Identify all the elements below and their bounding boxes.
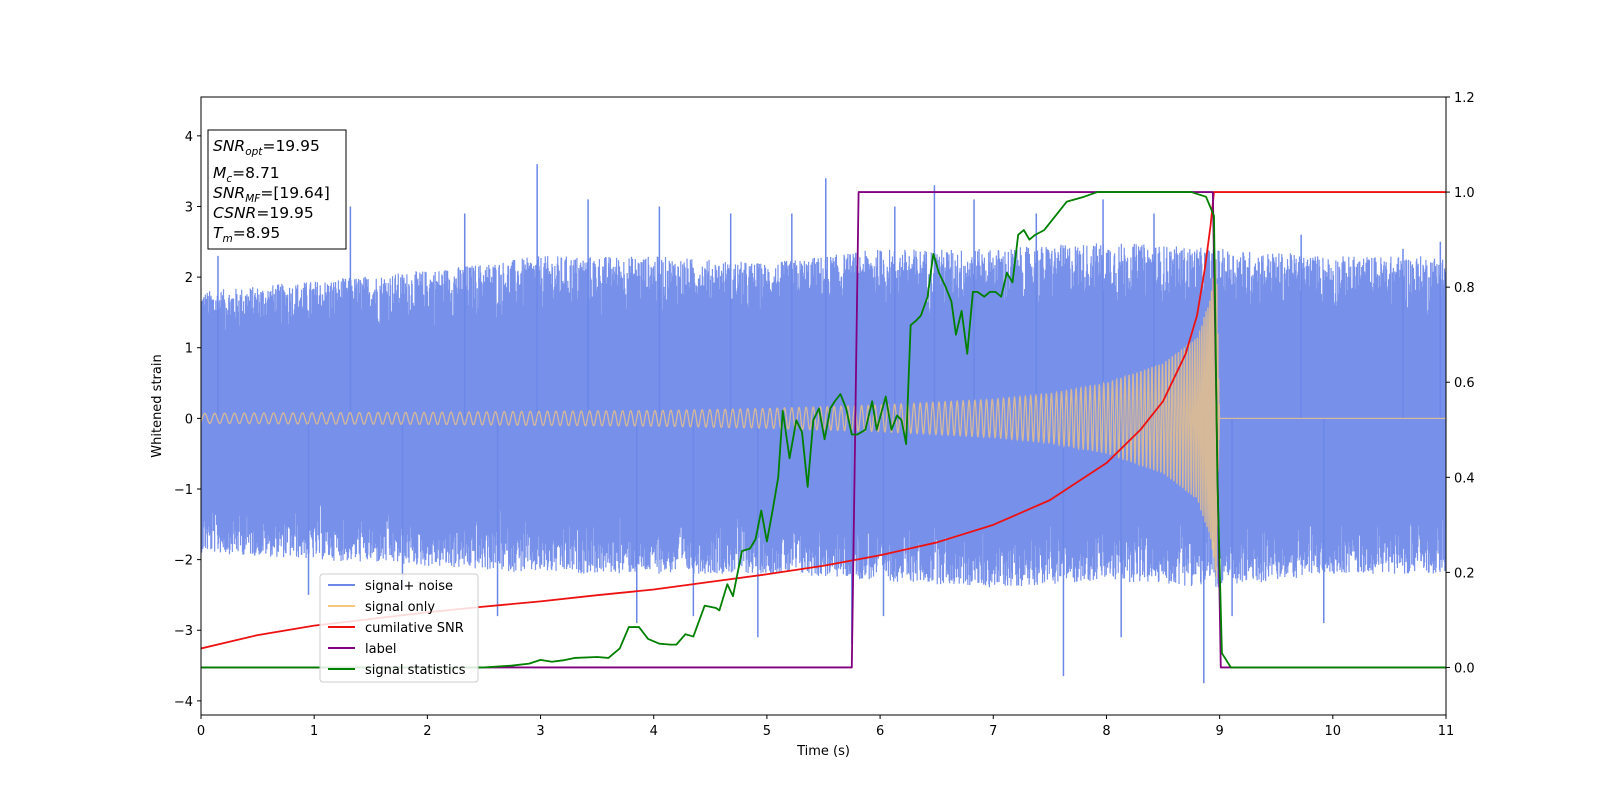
y-right-tick-label: 0.4: [1454, 471, 1475, 486]
info-snr-mf: SNRMF=[19.64]: [213, 184, 330, 205]
legend-label: signal only: [365, 600, 435, 615]
y-right-tick-label: 1.0: [1454, 186, 1475, 201]
x-tick-label: 6: [876, 724, 884, 739]
x-tick-label: 11: [1438, 724, 1455, 739]
y-tick-label: 1: [185, 342, 193, 357]
x-tick-label: 9: [1215, 724, 1223, 739]
x-tick-label: 3: [536, 724, 544, 739]
y-tick-label: 0: [185, 412, 193, 427]
legend-label: signal statistics: [365, 663, 466, 678]
legend: signal+ noise signal only cumilative SNR la…: [319, 573, 479, 683]
x-tick-label: 7: [989, 724, 997, 739]
x-tick-label: 8: [1102, 724, 1110, 739]
info-box-frame: [207, 129, 347, 250]
info-box: SNRopt=19.95 Mc=8.71 SNRMF=[19.64] CSNR=…: [207, 129, 347, 250]
y-right-tick-label: 1.2: [1454, 91, 1475, 106]
y-axis-right: 0.0 0.2 0.4 0.6 0.8 1.0 1.2: [1446, 91, 1475, 676]
x-tick-label: 1: [310, 724, 318, 739]
x-tick-label: 4: [650, 724, 658, 739]
x-tick-label: 0: [197, 724, 205, 739]
y-tick-label: −4: [174, 695, 193, 710]
x-tick-label: 10: [1325, 724, 1342, 739]
y-tick-label: −2: [174, 554, 193, 569]
legend-label: signal+ noise: [365, 579, 453, 594]
series-signal-statistics: [201, 191, 1446, 669]
y-tick-label: −3: [174, 624, 193, 639]
series-signal-noise: [201, 243, 1446, 588]
y-right-tick-label: 0.2: [1454, 566, 1475, 581]
y-axis-left: −4 −3 −2 −1 0 1 2 3 4: [174, 130, 201, 710]
y-right-tick-label: 0.0: [1454, 661, 1475, 676]
legend-frame: [319, 573, 479, 683]
y-tick-label: −1: [174, 483, 193, 498]
plot-frame: [200, 96, 1447, 716]
info-mc: Mc=8.71: [213, 164, 280, 185]
y-right-tick-label: 0.6: [1454, 376, 1475, 391]
legend-label: label: [365, 642, 396, 657]
y-axis-label: Whitened strain: [150, 354, 165, 457]
y-right-tick-label: 0.8: [1454, 281, 1475, 296]
x-axis: 0 1 2 3 4 5 6 7 8 9 10 11: [197, 715, 1454, 739]
series-signal-only: [201, 260, 1446, 578]
legend-label: cumilative SNR: [365, 621, 464, 636]
x-tick-label: 5: [763, 724, 771, 739]
info-csnr: CSNR=19.95: [213, 204, 314, 222]
y-tick-label: 2: [185, 271, 193, 286]
series-layer: [201, 164, 1446, 684]
x-axis-label: Time (s): [796, 744, 850, 759]
info-snr-opt: SNRopt=19.95: [213, 137, 320, 158]
y-tick-label: 4: [185, 130, 193, 145]
y-tick-label: 3: [185, 200, 193, 215]
info-tm: Tm=8.95: [213, 224, 280, 245]
x-tick-label: 2: [423, 724, 431, 739]
